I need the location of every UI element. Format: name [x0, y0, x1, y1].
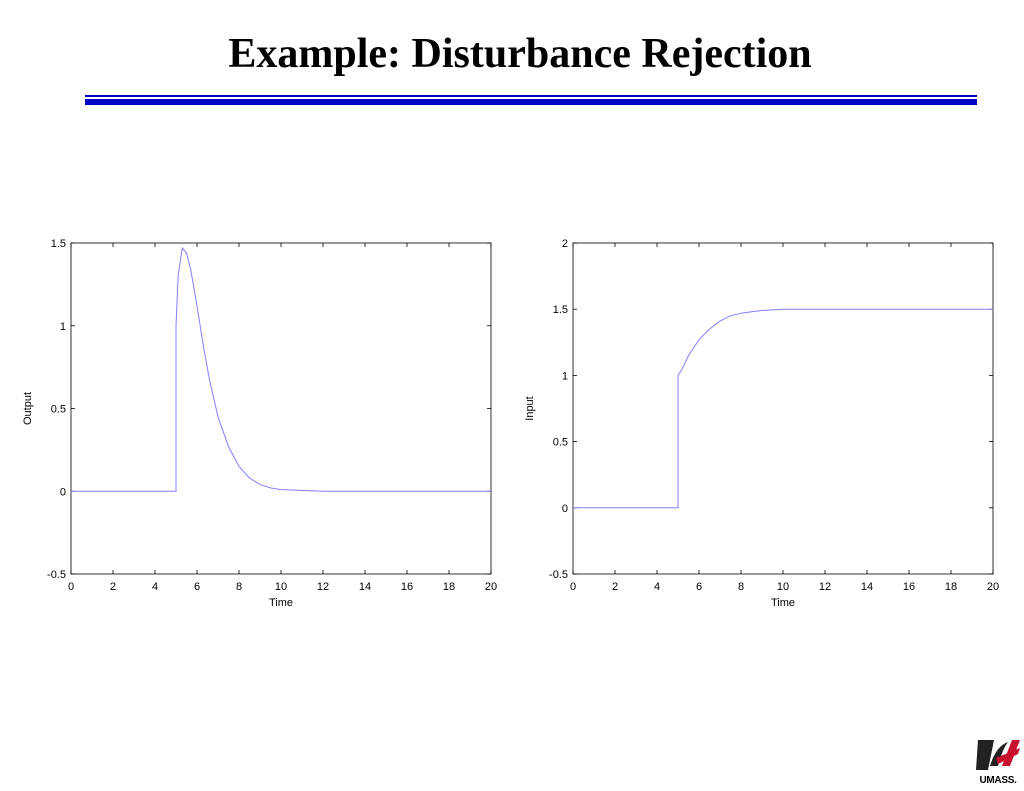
x-tick-label: 14	[359, 581, 371, 593]
umass-logo-icon	[976, 740, 1020, 770]
y-tick-label: 1	[562, 370, 568, 382]
x-tick-label: 20	[987, 581, 999, 593]
logo-text: UMASS.	[979, 775, 1017, 786]
y-tick-label: 1	[60, 321, 66, 333]
y-tick-label: 0	[562, 503, 568, 515]
x-tick-label: 10	[777, 581, 789, 593]
series-line	[573, 308, 993, 509]
x-tick-label: 10	[275, 581, 287, 593]
y-tick-label: -0.5	[47, 569, 66, 581]
x-tick-label: 20	[485, 581, 497, 593]
x-tick-label: 0	[570, 581, 576, 593]
x-tick-label: 0	[68, 581, 74, 593]
title-rule-thick	[85, 99, 977, 105]
plot-frame	[572, 242, 994, 575]
x-tick-label: 16	[401, 581, 413, 593]
x-tick-label: 4	[654, 581, 660, 593]
x-tick-label: 14	[861, 581, 873, 593]
series-line	[71, 246, 491, 492]
x-tick-label: 18	[945, 581, 957, 593]
y-tick-label: 0.5	[553, 437, 568, 449]
y-tick-label: 0	[60, 486, 66, 498]
y-axis-label: Input	[524, 396, 536, 420]
x-tick-label: 6	[194, 581, 200, 593]
x-tick-label: 2	[612, 581, 618, 593]
x-tick-label: 12	[819, 581, 831, 593]
x-tick-label: 12	[317, 581, 329, 593]
x-axis-label: Time	[771, 597, 795, 609]
y-tick-label: 1.5	[553, 304, 568, 316]
x-tick-label: 2	[110, 581, 116, 593]
y-tick-label: 2	[562, 238, 568, 250]
x-tick-label: 4	[152, 581, 158, 593]
title-rule-thin	[85, 95, 977, 97]
x-tick-label: 8	[738, 581, 744, 593]
y-tick-label: 1.5	[51, 238, 66, 250]
x-axis-label: Time	[269, 597, 293, 609]
x-tick-label: 16	[903, 581, 915, 593]
y-tick-label: 0.5	[51, 404, 66, 416]
umass-logo: UMASS.	[974, 736, 1022, 786]
y-tick-label: -0.5	[549, 569, 568, 581]
x-tick-label: 18	[443, 581, 455, 593]
x-tick-label: 8	[236, 581, 242, 593]
x-tick-label: 6	[696, 581, 702, 593]
slide-title: Example: Disturbance Rejection	[228, 31, 812, 77]
y-axis-label: Output	[22, 392, 34, 425]
